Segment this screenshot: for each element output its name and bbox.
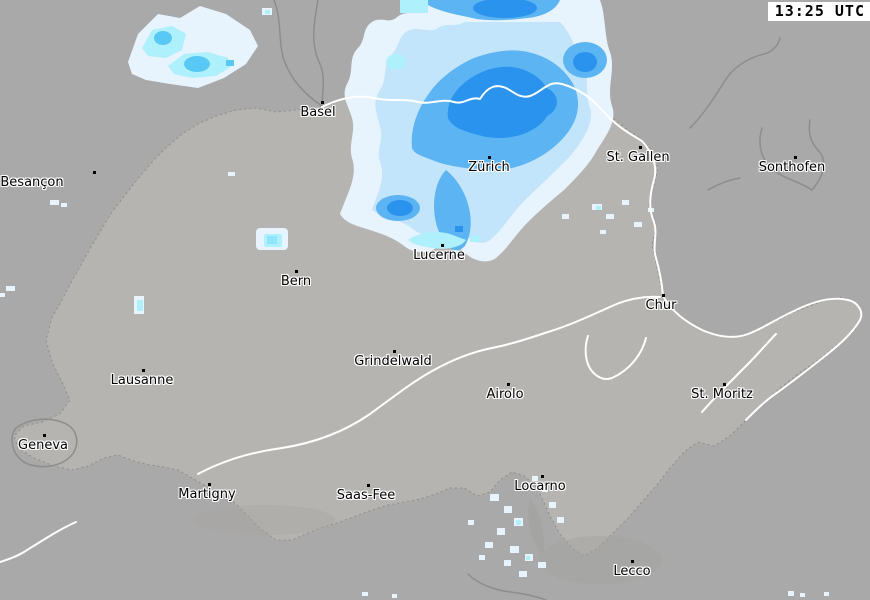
city-marker-dot <box>441 244 444 247</box>
city-marker-dot <box>639 146 642 149</box>
city-marker-dot <box>488 156 491 159</box>
precip-cell-main <box>340 0 614 262</box>
swiss-border-north <box>321 82 643 142</box>
city-marker-dot <box>93 171 96 174</box>
city-label: Basel <box>300 105 336 120</box>
swiss-border-engadin <box>745 319 861 421</box>
city-marker-dot <box>208 483 211 486</box>
city-marker-dot <box>321 101 324 104</box>
border-italy-region <box>467 573 547 600</box>
city-label: Chur <box>645 298 677 313</box>
river-rhone-rhine <box>197 295 661 475</box>
lake-maggiore <box>528 498 545 554</box>
timestamp-badge: 13:25 UTC <box>767 2 870 21</box>
terrain-shade-south <box>538 536 662 584</box>
city-label: St. Moritz <box>691 387 753 402</box>
river-hinterrhein <box>584 335 647 380</box>
city-marker-dot <box>541 475 544 478</box>
river-inn <box>701 333 777 413</box>
city-label: Lucerne <box>413 248 465 263</box>
city-label: Geneva <box>18 438 68 453</box>
rivers-and-border-lines <box>0 82 863 563</box>
precip-cell-locarno <box>362 476 829 598</box>
city-marker-dot <box>142 369 145 372</box>
border-austria-east <box>808 119 825 191</box>
city-label: Martigny <box>178 487 236 502</box>
city-marker-dot <box>662 294 665 297</box>
city-label: Bern <box>280 274 312 289</box>
border-france-nw <box>273 0 323 107</box>
city-label: Locarno <box>514 479 566 494</box>
precip-cell-bern <box>256 228 288 250</box>
city-marker-dot <box>43 434 46 437</box>
city-label: Zürich <box>468 160 510 175</box>
city-marker-dot <box>794 156 797 159</box>
precipitation-layer <box>0 0 829 598</box>
city-label: Saas-Fee <box>336 488 396 503</box>
border-geneva-canton <box>11 418 78 468</box>
city-marker-dot <box>393 350 396 353</box>
city-label: Lecco <box>613 564 651 579</box>
river-rhone-outlet <box>0 521 77 563</box>
border-austria-west <box>759 127 813 191</box>
border-austria-spur <box>707 177 741 191</box>
city-label: Airolo <box>486 387 524 402</box>
city-marker-dot <box>723 383 726 386</box>
border-rhine-north <box>312 0 325 107</box>
city-marker-dot <box>367 484 370 487</box>
city-label: Besançon <box>0 175 64 190</box>
precip-cell-northwest <box>128 6 272 88</box>
border-germany-austria <box>689 37 781 129</box>
swiss-border-east <box>641 140 664 297</box>
foreign-borders-layer <box>11 0 825 600</box>
terrain-shade-valais <box>195 505 335 535</box>
swiss-border-southeast <box>662 295 863 338</box>
city-marker-dot <box>631 560 634 563</box>
city-label: St. Gallen <box>606 150 670 165</box>
city-label: Sonthofen <box>758 160 826 175</box>
city-label: Lausanne <box>110 373 174 388</box>
city-marker-dot <box>295 270 298 273</box>
city-label: Grindelwald <box>354 354 432 369</box>
city-marker-dot <box>507 383 510 386</box>
